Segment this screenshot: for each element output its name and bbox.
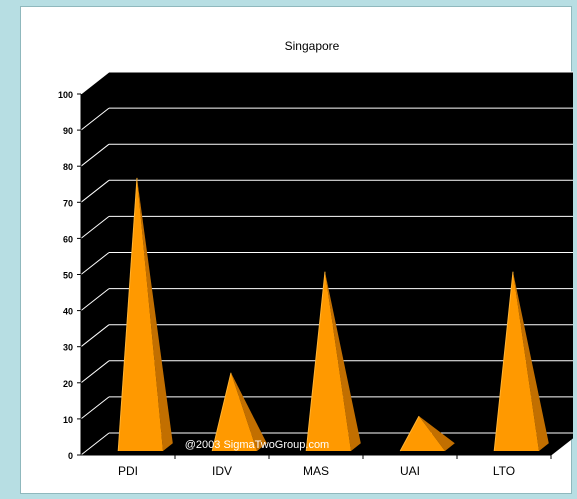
gridline-side	[80, 71, 110, 95]
chart-title: Singapore	[285, 39, 340, 53]
x-tick-label: UAI	[400, 464, 420, 478]
x-tick-label: MAS	[303, 464, 329, 478]
plot-area	[80, 71, 573, 456]
pyramid-uai	[399, 415, 455, 452]
chart-panel: Singapore 0 10 20 30 40 50 60 70 80 90 100 PDI IDV M…	[20, 6, 573, 494]
x-axis-depth	[550, 437, 573, 456]
x-axis: PDI IDV MAS UAI LTO	[81, 437, 573, 478]
gridline-side	[80, 216, 110, 239]
y-axis: 0 10 20 30 40 50 60 70 80 90 100	[58, 90, 82, 461]
y-tick-label: 60	[63, 234, 73, 244]
gridline-side	[80, 432, 110, 456]
pyramid-idv	[211, 372, 267, 452]
x-tick-label: PDI	[118, 464, 138, 478]
pyramid-lto	[493, 271, 549, 452]
y-tick-label: 0	[68, 451, 73, 461]
pyramid-edge	[493, 271, 514, 452]
gridline-side	[80, 143, 110, 167]
pyramid-edge	[211, 372, 232, 452]
gridline-side	[80, 252, 110, 275]
x-tick-label: LTO	[493, 464, 515, 478]
pyramid-front-face	[212, 372, 257, 451]
pyramid-mas	[305, 271, 361, 452]
pyramid-front-face	[400, 416, 445, 451]
x-tick-label: IDV	[212, 464, 232, 478]
gridline-side	[80, 107, 110, 131]
pyramid-side-face	[231, 372, 267, 451]
watermark: @2003 SigmaTwoGroup.com	[185, 439, 329, 451]
pyramid-edge	[305, 271, 326, 452]
pyramid-front-face	[306, 271, 351, 451]
gridline-side	[80, 396, 110, 420]
gridline-side	[80, 360, 110, 384]
gridline-side	[80, 288, 110, 311]
y-tick-label: 10	[63, 415, 73, 425]
y-tick-label: 40	[63, 307, 73, 317]
y-tick-label: 90	[63, 126, 73, 136]
gridline-side	[80, 324, 110, 348]
y-tick-label: 30	[63, 343, 73, 353]
pyramid-edge	[399, 415, 420, 452]
y-tick-label: 50	[63, 271, 73, 281]
pyramid-side-face	[137, 177, 173, 452]
pyramid-front-face	[118, 177, 163, 452]
pyramids	[117, 177, 549, 452]
pyramid-front-face	[494, 271, 539, 451]
pyramid-side-face	[513, 271, 549, 451]
y-tick-label: 100	[58, 90, 73, 100]
gridline-side	[80, 179, 110, 203]
pyramid-side-face	[325, 271, 361, 451]
y-tick-label: 20	[63, 379, 73, 389]
y-tick-label: 70	[63, 198, 73, 208]
pyramid-edge	[117, 177, 138, 452]
y-tick-label: 80	[63, 162, 73, 172]
pyramid-pdi	[117, 177, 173, 452]
pyramid-side-face	[419, 416, 455, 451]
chart: Singapore 0 10 20 30 40 50 60 70 80 90 100 PDI IDV M…	[58, 39, 573, 478]
